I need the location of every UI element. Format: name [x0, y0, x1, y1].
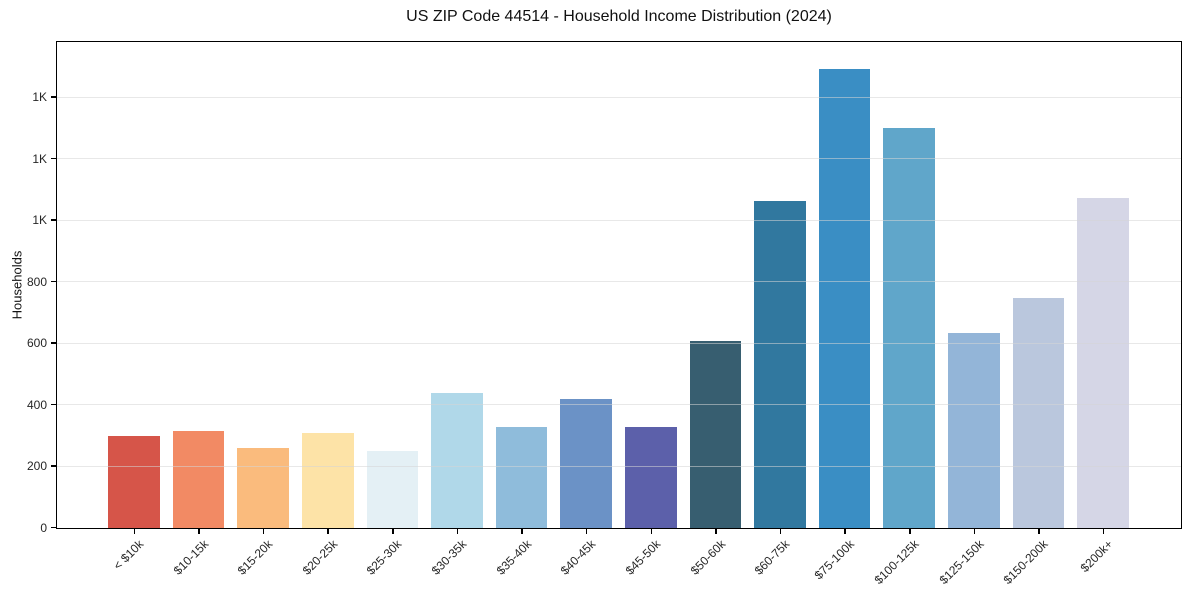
x-tick-mark-200k — [1102, 529, 1105, 534]
x-tick-label-30-35k: $30-35k — [428, 536, 470, 578]
y-tick-label-200: 200 — [26, 459, 47, 474]
y-tick-label-1200: 1K — [32, 151, 47, 166]
grid-line-1000 — [57, 219, 1181, 221]
x-tick-mark-125-150k — [973, 529, 976, 534]
y-tick-mark-1000 — [51, 219, 56, 221]
bar-15-20k — [237, 448, 289, 528]
x-tick-mark-100-125k — [909, 529, 911, 534]
x-tick-label-50-60k: $50-60k — [687, 536, 728, 578]
bar-40-45k — [560, 398, 613, 528]
bar-35-40k — [495, 426, 548, 528]
x-tick-label-25-30k: $25-30k — [364, 536, 405, 578]
x-tick-mark-150-200k — [1038, 529, 1040, 534]
x-tick-label-45-50k: $45-50k — [622, 536, 664, 578]
x-tick-label-125-150k: $125-150k — [936, 536, 987, 587]
grid-line-1200 — [57, 158, 1181, 160]
y-tick-mark-1400 — [51, 96, 56, 98]
y-tick-label-1400: 1K — [32, 90, 47, 105]
grid-line-600 — [57, 342, 1181, 344]
y-tick-mark-800 — [51, 280, 56, 283]
x-tick-label-40-45k: $40-45k — [558, 536, 599, 578]
bar-200k — [1077, 197, 1129, 528]
bar-20-25k — [301, 432, 354, 528]
bar-150-200k — [1012, 297, 1065, 528]
y-tick-label-600: 600 — [26, 336, 47, 351]
plot-area — [56, 41, 1182, 529]
x-tick-mark-10-15k — [198, 529, 200, 534]
y-tick-mark-400 — [51, 403, 56, 406]
y-tick-label-1000: 1K — [32, 213, 47, 228]
y-tick-mark-1200 — [51, 157, 56, 160]
chart-title: US ZIP Code 44514 - Household Income Dis… — [406, 8, 832, 25]
grid-line-1400 — [57, 96, 1181, 98]
bar-50-60k — [689, 340, 742, 528]
x-tick-label-150-200k: $150-200k — [1000, 536, 1051, 587]
x-tick-label-20-25k: $20-25k — [299, 536, 341, 578]
x-tick-label-60-75k: $60-75k — [751, 536, 793, 578]
bar-10k — [108, 435, 160, 528]
y-tick-label-400: 400 — [26, 397, 47, 412]
x-tick-label-75-100k: $75-100k — [811, 536, 858, 582]
x-tick-label-15-20k: $15-20k — [234, 536, 276, 578]
x-tick-mark-45-50k — [650, 529, 653, 534]
x-tick-label-10k: < $10k — [110, 536, 147, 573]
x-tick-mark-35-40k — [521, 529, 523, 534]
grid-line-400 — [57, 404, 1181, 406]
bar-45-50k — [624, 426, 677, 528]
y-tick-label-800: 800 — [26, 274, 47, 289]
x-tick-mark-30-35k — [456, 529, 459, 534]
x-tick-mark-50-60k — [715, 529, 717, 534]
x-tick-label-10-15k: $10-15k — [170, 536, 211, 578]
x-tick-mark-20-25k — [327, 529, 329, 534]
bar-100-125k — [883, 128, 936, 528]
x-tick-label-100-125k: $100-125k — [871, 536, 922, 587]
x-tick-mark-40-45k — [585, 529, 588, 534]
x-tick-mark-25-30k — [392, 529, 394, 534]
x-tick-mark-15-20k — [262, 529, 265, 534]
bar-125-150k — [948, 332, 1000, 528]
x-tick-mark-75-100k — [844, 529, 846, 534]
x-tick-label-200k: $200k+ — [1077, 536, 1116, 575]
y-tick-mark-600 — [51, 342, 56, 344]
bar-75-100k — [818, 68, 871, 528]
bar-30-35k — [431, 392, 483, 528]
bar-25-30k — [366, 451, 419, 528]
x-tick-mark-60-75k — [779, 529, 782, 534]
y-tick-mark-200 — [51, 465, 56, 467]
bar-10-15k — [172, 431, 225, 528]
x-tick-mark-10k — [133, 529, 136, 534]
y-tick-label-0: 0 — [40, 520, 47, 535]
grid-line-200 — [57, 465, 1181, 467]
grid-line-800 — [57, 281, 1181, 283]
x-tick-label-35-40k: $35-40k — [493, 536, 534, 578]
y-tick-mark-0 — [51, 526, 56, 529]
bar-60-75k — [754, 200, 806, 528]
